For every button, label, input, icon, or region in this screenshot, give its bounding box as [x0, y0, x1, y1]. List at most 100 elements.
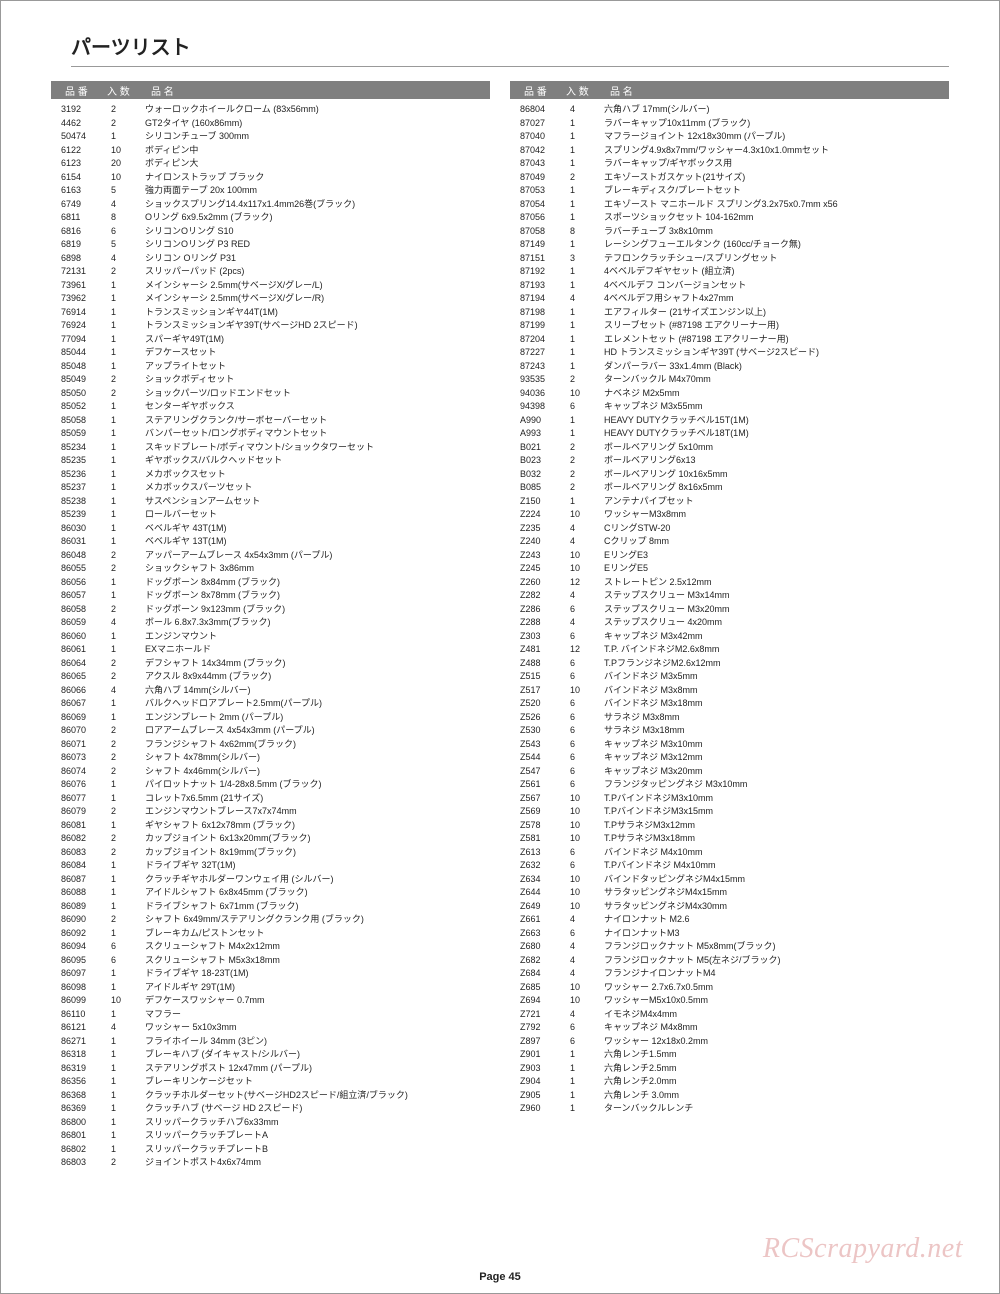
cell-qty: 6: [560, 765, 598, 779]
cell-partno: 86074: [51, 765, 101, 779]
cell-partno: 86271: [51, 1035, 101, 1049]
cell-qty: 4: [560, 940, 598, 954]
table-row: 860891ドライブシャフト 6x71mm (ブラック): [51, 900, 490, 914]
cell-qty: 1: [101, 778, 139, 792]
table-row: 935352ターンバックル M4x70mm: [510, 373, 949, 387]
cell-partname: サスペンションアームセット: [139, 495, 490, 509]
cell-partname: ストレートピン 2.5x12mm: [598, 576, 949, 590]
cell-qty: 2: [101, 832, 139, 846]
cell-qty: 2: [560, 454, 598, 468]
table-row: Z48112T.P. バインドネジM2.6x8mm: [510, 643, 949, 657]
table-row: 872431ダンパーラバー 33x1.4mm (Black): [510, 360, 949, 374]
cell-qty: 1: [101, 319, 139, 333]
cell-partname: 4ベベルデフギヤセット (組立済): [598, 265, 949, 279]
cell-partno: 87056: [510, 211, 560, 225]
cell-qty: 2: [101, 373, 139, 387]
cell-partno: Z903: [510, 1062, 560, 1076]
table-row: 68166シリコンOリング S10: [51, 225, 490, 239]
cell-partno: 86061: [51, 643, 101, 657]
cell-partname: バルクヘッドロアプレート2.5mm(パープル): [139, 697, 490, 711]
cell-qty: 6: [560, 400, 598, 414]
table-row: 863681クラッチホルダーセット(サベージHD2スピード/組立済/ブラック): [51, 1089, 490, 1103]
cell-partname: ナイロンナットM3: [598, 927, 949, 941]
cell-partname: デフシャフト 14x34mm (ブラック): [139, 657, 490, 671]
cell-partno: Z694: [510, 994, 560, 1008]
cell-partname: アクスル 8x9x44mm (ブラック): [139, 670, 490, 684]
table-row: Z5616フランジタッピングネジ M3x10mm: [510, 778, 949, 792]
cell-qty: 10: [560, 819, 598, 833]
header-partname: 品 名: [604, 83, 943, 98]
table-row: 860552ショックシャフト 3x86mm: [51, 562, 490, 576]
cell-qty: 12: [560, 643, 598, 657]
cell-qty: 1: [560, 495, 598, 509]
table-row: 8719314ベベルデフ コンバージョンセット: [510, 279, 949, 293]
table-header: 品 番 入 数 品 名: [510, 81, 949, 99]
table-row: 870492エキゾーストガスケット(21サイズ): [510, 171, 949, 185]
cell-qty: 10: [560, 805, 598, 819]
cell-partname: カップジョイント 8x19mm(ブラック): [139, 846, 490, 860]
table-row: Z7926キャップネジ M4x8mm: [510, 1021, 949, 1035]
cell-partname: T.PバインドネジM3x15mm: [598, 805, 949, 819]
table-row: Z2866ステップスクリュー M3x20mm: [510, 603, 949, 617]
cell-partname: シャフト 6x49mm/ステアリングクランク用 (ブラック): [139, 913, 490, 927]
header-partno: 品 番: [57, 83, 107, 98]
cell-qty: 1: [560, 1062, 598, 1076]
cell-partname: スキッドプレート/ボディマウント/ショックタワーセット: [139, 441, 490, 455]
table-row: 850502ショックパーツ/ロッドエンドセット: [51, 387, 490, 401]
table-row: 860771コレット7x6.5mm (21サイズ): [51, 792, 490, 806]
table-row: Z64910サラタッピングネジM4x30mm: [510, 900, 949, 914]
table-row: Z57810T.PサラネジM3x12mm: [510, 819, 949, 833]
cell-partno: 86098: [51, 981, 101, 995]
cell-qty: 4: [560, 1008, 598, 1022]
cell-partname: 六角ハブ 14mm(シルバー): [139, 684, 490, 698]
cell-partname: 六角レンチ2.0mm: [598, 1075, 949, 1089]
cell-partname: バインドネジ M4x10mm: [598, 846, 949, 860]
cell-qty: 2: [101, 1156, 139, 1170]
table-row: 868021スリッパークラッチプレートB: [51, 1143, 490, 1157]
table-row: Z56910T.PバインドネジM3x15mm: [510, 805, 949, 819]
cell-qty: 8: [101, 211, 139, 225]
cell-partno: Z303: [510, 630, 560, 644]
table-row: 943986キャップネジ M3x55mm: [510, 400, 949, 414]
cell-partname: ボディピン中: [139, 144, 490, 158]
cell-qty: 1: [560, 360, 598, 374]
table-row: 8719444ベベルデフ用シャフト4x27mm: [510, 292, 949, 306]
table-row: 860561ドッグボーン 8x84mm (ブラック): [51, 576, 490, 590]
cell-partno: 86070: [51, 724, 101, 738]
cell-partname: クラッチハブ (サベージ HD 2スピード): [139, 1102, 490, 1116]
cell-qty: 6: [560, 751, 598, 765]
cell-partno: 6122: [51, 144, 101, 158]
table-row: 860881アイドルシャフト 6x8x45mm (ブラック): [51, 886, 490, 900]
cell-partname: ボールベアリング 10x16x5mm: [598, 468, 949, 482]
table-row: 850581ステアリングクランク/サーボセーバーセット: [51, 414, 490, 428]
cell-partname: ボール 6.8x7.3x3mm(ブラック): [139, 616, 490, 630]
cell-qty: 1: [101, 859, 139, 873]
cell-partno: 85050: [51, 387, 101, 401]
cell-partno: 6816: [51, 225, 101, 239]
cell-qty: 1: [560, 117, 598, 131]
cell-qty: 1: [560, 211, 598, 225]
cell-qty: 1: [101, 1062, 139, 1076]
cell-partname: スリッパークラッチハブ6x33mm: [139, 1116, 490, 1130]
cell-partno: 86803: [51, 1156, 101, 1170]
cell-partname: マフラー: [139, 1008, 490, 1022]
table-row: 871513テフロンクラッチシュー/スプリングセット: [510, 252, 949, 266]
cell-partname: シリコンチューブ 300mm: [139, 130, 490, 144]
table-row: 870401マフラージョイント 12x18x30mm (パープル): [510, 130, 949, 144]
cell-partname: ドッグボーン 8x78mm (ブラック): [139, 589, 490, 603]
cell-qty: 4: [101, 198, 139, 212]
cell-qty: 10: [560, 562, 598, 576]
cell-partno: 87227: [510, 346, 560, 360]
cell-qty: 2: [101, 738, 139, 752]
table-row: 769241トランスミッションギヤ39T(サベージHD 2スピード): [51, 319, 490, 333]
table-row: B0232ボールベアリング6x13: [510, 454, 949, 468]
cell-partname: パイロットナット 1/4-28x8.5mm (ブラック): [139, 778, 490, 792]
cell-partname: T.P. バインドネジM2.6x8mm: [598, 643, 949, 657]
cell-qty: 1: [101, 576, 139, 590]
cell-partno: 87192: [510, 265, 560, 279]
cell-qty: 1: [101, 1129, 139, 1143]
table-row: 67494ショックスプリング14.4x117x1.4mm26巻(ブラック): [51, 198, 490, 212]
cell-partname: HEAVY DUTYクラッチベル15T(1M): [598, 414, 949, 428]
cell-qty: 1: [101, 1035, 139, 1049]
cell-partno: A993: [510, 427, 560, 441]
